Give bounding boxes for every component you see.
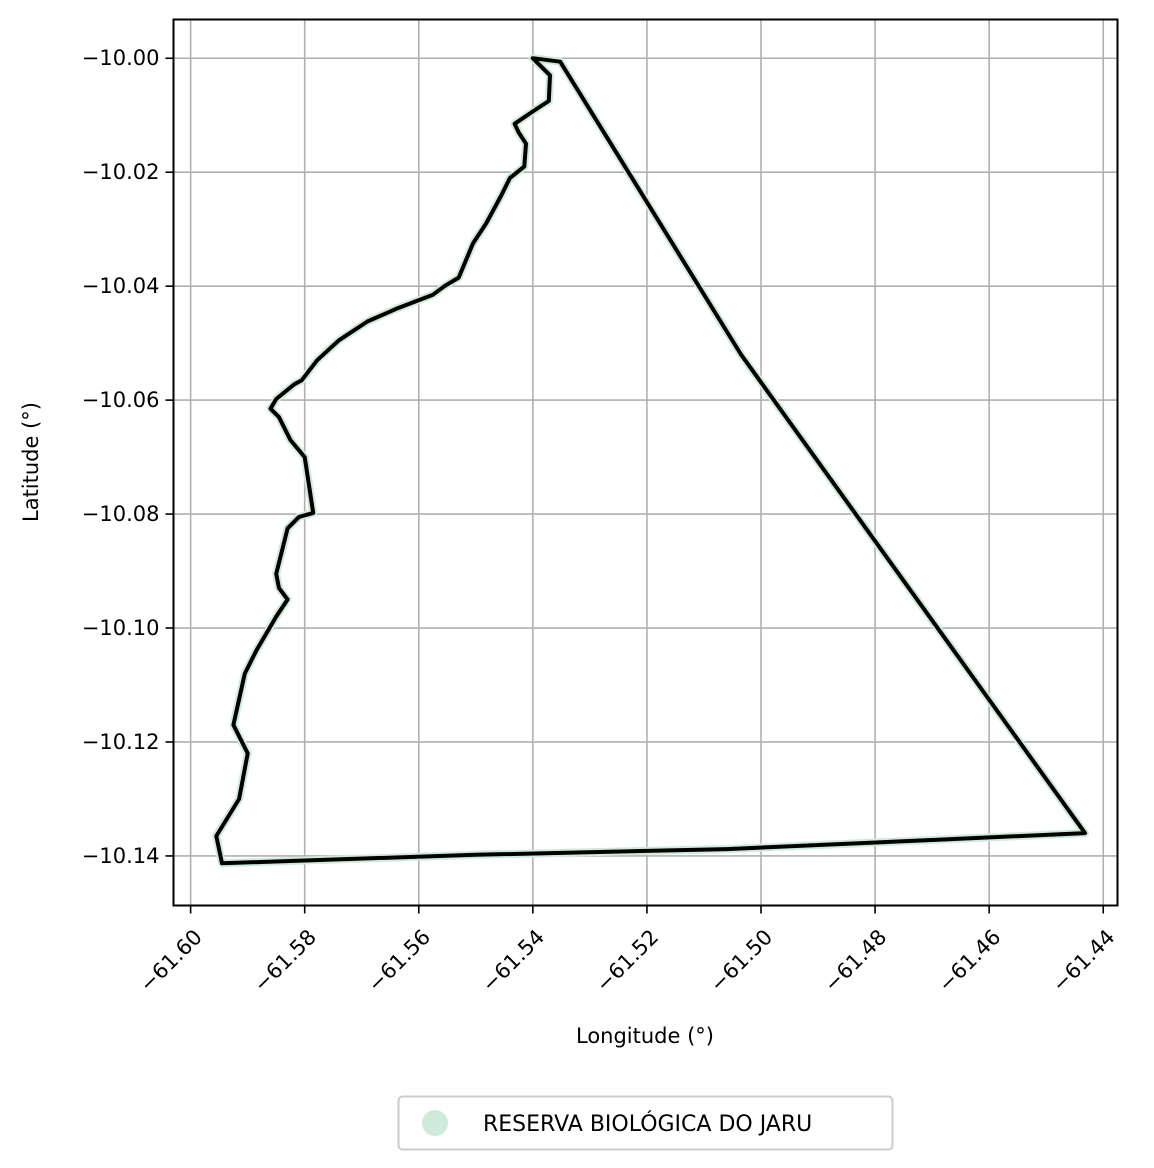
x-tick-label: −61.52 [591,925,663,997]
y-tick-label: −10.14 [82,844,160,868]
x-tick-label: −61.48 [819,925,891,997]
y-tick-label: −10.02 [82,160,160,184]
legend: RESERVA BIOLÓGICA DO JARU [399,1097,893,1150]
grid-lines [174,20,1118,906]
y-tick-label: −10.08 [82,502,160,526]
legend-marker [422,1110,448,1136]
legend-label: RESERVA BIOLÓGICA DO JARU [483,1111,812,1137]
x-tick-label: −61.44 [1048,925,1120,997]
x-tick-label: −61.50 [705,925,777,997]
y-tick-label: −10.06 [82,388,160,412]
x-axis-label: Longitude (°) [576,1024,714,1048]
y-axis-label: Latitude (°) [19,402,43,522]
y-tick-label: −10.04 [82,274,160,298]
x-tick-label: −61.60 [135,925,207,997]
x-tick-label: −61.46 [934,925,1006,997]
x-tick-label: −61.58 [249,925,321,997]
y-tick-label: −10.12 [82,730,160,754]
y-tick-label: −10.00 [82,46,160,70]
y-tick-label: −10.10 [82,616,160,640]
x-tick-label: −61.54 [477,925,549,997]
x-tick-label: −61.56 [363,925,435,997]
plot-frame [174,20,1118,906]
